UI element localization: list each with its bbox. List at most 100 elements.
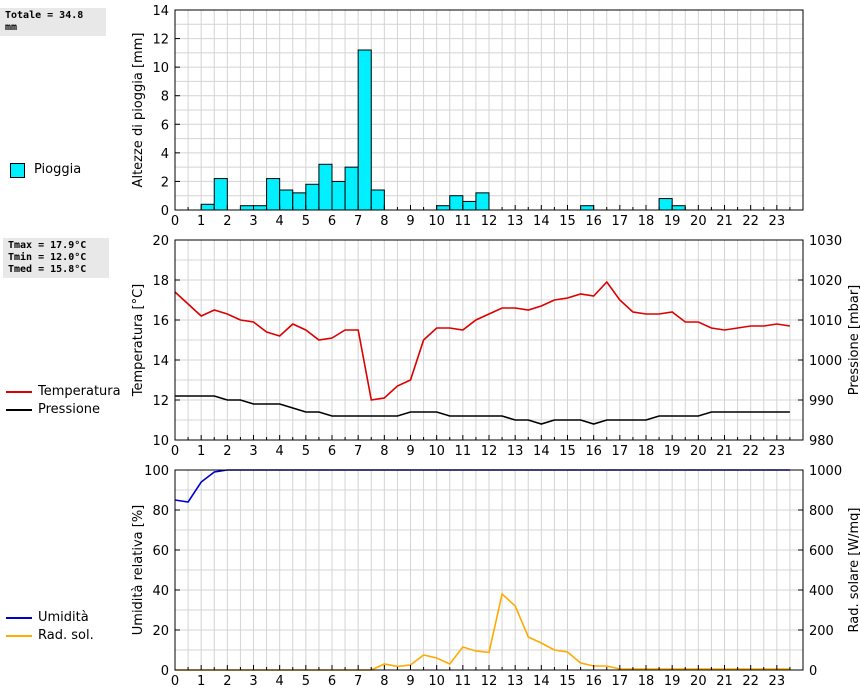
x-tick-label: 9	[406, 674, 414, 689]
y2-tick-label: 600	[809, 544, 834, 559]
x-tick-label: 17	[612, 444, 629, 459]
x-tick-label: 13	[507, 674, 524, 689]
x-tick-label: 2	[223, 214, 231, 229]
x-tick-label: 0	[171, 674, 179, 689]
x-tick-label: 12	[481, 444, 498, 459]
tmed-text: Tmed = 15.8°C	[8, 264, 87, 275]
humidity-solar-legend: Umidità Rad. sol.	[4, 609, 94, 645]
legend-rain-label: Pioggia	[34, 162, 82, 177]
x-tick-label: 3	[249, 674, 257, 689]
rain-bar	[357, 49, 372, 211]
y-axis-title: Temperatura [°C]	[131, 284, 146, 397]
y-axis-title: Altezze di pioggia [mm]	[131, 33, 146, 188]
x-tick-label: 8	[380, 214, 388, 229]
rain-bar	[580, 205, 595, 211]
x-tick-label: 14	[533, 214, 550, 229]
x-tick-label: 6	[328, 444, 336, 459]
x-tick-label: 13	[507, 444, 524, 459]
rain-bar	[292, 192, 307, 211]
y2-tick-label: 980	[809, 434, 834, 449]
legend-temperature-label: Temperatura	[38, 384, 121, 399]
x-tick-label: 19	[664, 214, 681, 229]
x-tick-label: 23	[769, 674, 786, 689]
x-tick-label: 11	[455, 214, 472, 229]
x-tick-label: 6	[328, 674, 336, 689]
x-tick-label: 11	[455, 444, 472, 459]
x-tick-label: 21	[716, 214, 733, 229]
tmin-text: Tmin = 12.0°C	[8, 252, 87, 263]
x-tick-label: 20	[690, 214, 707, 229]
x-tick-label: 14	[533, 674, 550, 689]
x-tick-label: 20	[690, 444, 707, 459]
x-tick-label: 12	[481, 214, 498, 229]
rain-bar	[318, 163, 333, 211]
legend-humidity-label: Umidità	[38, 610, 89, 625]
series-line-pressione	[175, 395, 790, 425]
y-tick-label: 16	[152, 314, 169, 329]
x-tick-label: 19	[664, 444, 681, 459]
y-tick-label: 12	[152, 33, 169, 48]
x-tick-label: 1	[197, 444, 205, 459]
x-tick-label: 10	[428, 444, 445, 459]
y2-tick-label: 1000	[809, 464, 842, 479]
x-tick-label: 6	[328, 214, 336, 229]
x-tick-label: 0	[171, 444, 179, 459]
x-tick-label: 1	[197, 674, 205, 689]
x-tick-label: 21	[716, 674, 733, 689]
rain-swatch	[10, 163, 25, 178]
y-tick-label: 14	[152, 354, 169, 369]
y-tick-label: 14	[152, 4, 169, 19]
series-line-radsol	[175, 592, 790, 671]
rain-bar	[370, 189, 385, 211]
rain-bar	[253, 205, 268, 211]
y2-tick-label: 400	[809, 584, 834, 599]
temperature-line-swatch	[6, 391, 32, 393]
legend-item-rain: Pioggia	[0, 161, 81, 179]
x-tick-label: 5	[302, 674, 310, 689]
x-tick-label: 11	[455, 674, 472, 689]
x-tick-label: 21	[716, 444, 733, 459]
y2-tick-label: 1030	[809, 234, 842, 249]
rain-bar	[449, 195, 464, 211]
rain-bar	[475, 192, 490, 211]
y-tick-label: 20	[152, 234, 169, 249]
y2-tick-label: 800	[809, 504, 834, 519]
series-line-temperatura	[174, 280, 791, 401]
y2-tick-label: 1020	[809, 274, 842, 289]
rain-bar	[462, 200, 477, 211]
y-tick-label: 12	[152, 394, 169, 409]
legend-item-humidity: Umidità	[4, 609, 94, 627]
y-tick-label: 10	[152, 61, 169, 76]
rain-bar	[279, 189, 294, 211]
x-tick-label: 19	[664, 674, 681, 689]
humidity-line-swatch	[6, 617, 32, 619]
tmax-text: Tmax = 17.9°C	[8, 240, 87, 251]
y-tick-label: 40	[152, 584, 169, 599]
y-tick-label: 0	[161, 664, 169, 679]
x-tick-label: 17	[612, 214, 629, 229]
y-tick-label: 6	[161, 118, 169, 133]
x-tick-label: 15	[559, 214, 576, 229]
x-tick-label: 10	[428, 214, 445, 229]
rain-bar	[239, 205, 255, 211]
x-tick-label: 18	[638, 444, 655, 459]
legend-solar-label: Rad. sol.	[38, 628, 94, 643]
pressure-line-swatch	[6, 409, 32, 411]
temperature-stats-box: Tmax = 17.9°C Tmin = 12.0°C Tmed = 15.8°…	[3, 238, 109, 278]
x-tick-label: 18	[638, 214, 655, 229]
x-tick-label: 8	[380, 444, 388, 459]
y2-axis-title: Pressione [mbar]	[847, 285, 860, 396]
legend-item-temperature: Temperatura	[4, 383, 121, 401]
y-tick-label: 8	[161, 90, 169, 105]
y-tick-label: 100	[144, 464, 169, 479]
x-tick-label: 14	[533, 444, 550, 459]
x-tick-label: 7	[354, 444, 362, 459]
x-tick-label: 9	[406, 214, 414, 229]
x-tick-label: 2	[223, 674, 231, 689]
x-tick-label: 2	[223, 444, 231, 459]
x-tick-label: 5	[302, 214, 310, 229]
x-tick-label: 8	[380, 674, 388, 689]
y-tick-label: 10	[152, 434, 169, 449]
x-tick-label: 9	[406, 444, 414, 459]
